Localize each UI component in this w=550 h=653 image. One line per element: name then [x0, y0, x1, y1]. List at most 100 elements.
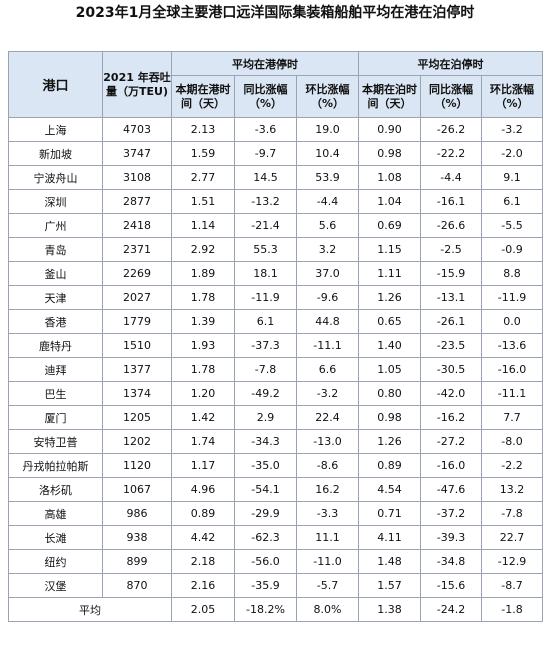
port-mom-cell: 5.6: [295, 213, 360, 238]
port-yoy-cell: -3.6: [234, 117, 297, 142]
berth-time-cell: 4.54: [358, 477, 422, 502]
port-name-cell: 厦门: [8, 405, 103, 430]
berth-yoy-cell: -39.3: [420, 525, 483, 550]
port-mom-cell: -13.0: [295, 429, 360, 454]
average-berth-mom-cell: -1.8: [481, 597, 544, 622]
port-time-cell: 0.89: [171, 501, 235, 526]
header-group-berth-time: 平均在泊停时: [358, 51, 544, 76]
port-yoy-cell: -56.0: [234, 549, 297, 574]
berth-mom-cell: -16.0: [481, 357, 544, 382]
berth-mom-cell: 6.1: [481, 189, 544, 214]
port-mom-cell: -5.7: [295, 573, 360, 598]
port-time-cell: 1.59: [171, 141, 235, 166]
port-yoy-cell: 2.9: [234, 405, 297, 430]
berth-time-cell: 0.98: [358, 141, 422, 166]
table-row: 新加坡 3747 1.59 -9.7 10.4 0.98 -22.2 -2.0: [8, 141, 544, 166]
teu-value-cell: 2418: [102, 213, 172, 238]
berth-yoy-cell: -2.5: [420, 237, 483, 262]
port-name-cell: 青岛: [8, 237, 103, 262]
table-row: 广州 2418 1.14 -21.4 5.6 0.69 -26.6 -5.5: [8, 213, 544, 238]
header-berth-yoy: 同比涨幅（%）: [420, 75, 483, 118]
average-port-yoy-cell: -18.2%: [234, 597, 297, 622]
berth-yoy-cell: -16.2: [420, 405, 483, 430]
berth-yoy-cell: -37.2: [420, 501, 483, 526]
table-row: 巴生 1374 1.20 -49.2 -3.2 0.80 -42.0 -11.1: [8, 381, 544, 406]
port-yoy-cell: -29.9: [234, 501, 297, 526]
port-yoy-cell: -54.1: [234, 477, 297, 502]
berth-yoy-cell: -30.5: [420, 357, 483, 382]
berth-time-cell: 1.05: [358, 357, 422, 382]
average-berth-time-cell: 1.38: [358, 597, 422, 622]
header-port-yoy: 同比涨幅（%）: [234, 75, 297, 118]
table-body: 上海 4703 2.13 -3.6 19.0 0.90 -26.2 -3.2 新加坡 3747 1.…: [8, 117, 544, 622]
berth-time-cell: 0.90: [358, 117, 422, 142]
port-time-cell: 1.14: [171, 213, 235, 238]
teu-value-cell: 1779: [102, 309, 172, 334]
port-mom-cell: 3.2: [295, 237, 360, 262]
teu-value-cell: 1205: [102, 405, 172, 430]
berth-mom-cell: 22.7: [481, 525, 544, 550]
port-name-cell: 巴生: [8, 381, 103, 406]
port-yoy-cell: -35.0: [234, 453, 297, 478]
berth-mom-cell: -0.9: [481, 237, 544, 262]
port-mom-cell: 19.0: [295, 117, 360, 142]
header-port-mom: 环比涨幅（%）: [295, 75, 360, 118]
port-yoy-cell: -35.9: [234, 573, 297, 598]
teu-value-cell: 2877: [102, 189, 172, 214]
port-mom-cell: -11.1: [295, 333, 360, 358]
port-mom-cell: 53.9: [295, 165, 360, 190]
header-port: 港口: [8, 51, 103, 118]
berth-mom-cell: 7.7: [481, 405, 544, 430]
port-time-cell: 4.42: [171, 525, 235, 550]
port-name-cell: 上海: [8, 117, 103, 142]
berth-time-cell: 1.04: [358, 189, 422, 214]
page-title: 2023年1月全球主要港口远洋国际集装箱船舶平均在港在泊停时: [75, 5, 475, 21]
berth-mom-cell: -2.0: [481, 141, 544, 166]
port-mom-cell: 11.1: [295, 525, 360, 550]
teu-value-cell: 3747: [102, 141, 172, 166]
port-yoy-cell: -9.7: [234, 141, 297, 166]
port-name-cell: 天津: [8, 285, 103, 310]
port-mom-cell: 22.4: [295, 405, 360, 430]
port-time-cell: 1.51: [171, 189, 235, 214]
port-yoy-cell: 14.5: [234, 165, 297, 190]
berth-yoy-cell: -42.0: [420, 381, 483, 406]
port-mom-cell: 44.8: [295, 309, 360, 334]
port-name-cell: 迪拜: [8, 357, 103, 382]
port-time-cell: 4.96: [171, 477, 235, 502]
port-name-cell: 丹戎帕拉帕斯: [8, 453, 103, 478]
berth-mom-cell: -11.9: [481, 285, 544, 310]
port-mom-cell: -8.6: [295, 453, 360, 478]
header-group-port-time: 平均在港停时: [170, 51, 360, 76]
berth-yoy-cell: -16.1: [420, 189, 483, 214]
teu-value-cell: 938: [102, 525, 172, 550]
table-row: 安特卫普 1202 1.74 -34.3 -13.0 1.26 -27.2 -8.0: [8, 429, 544, 454]
port-time-cell: 2.13: [171, 117, 235, 142]
port-yoy-cell: -21.4: [234, 213, 297, 238]
port-time-cell: 1.20: [171, 381, 235, 406]
port-name-cell: 洛杉矶: [8, 477, 103, 502]
table-row: 上海 4703 2.13 -3.6 19.0 0.90 -26.2 -3.2: [8, 117, 544, 142]
port-mom-cell: -9.6: [295, 285, 360, 310]
port-time-cell: 2.16: [171, 573, 235, 598]
berth-time-cell: 1.26: [358, 429, 422, 454]
berth-mom-cell: -13.6: [481, 333, 544, 358]
port-name-cell: 广州: [8, 213, 103, 238]
average-port-mom-cell: 8.0%: [295, 597, 360, 622]
port-time-cell: 1.78: [171, 357, 235, 382]
table-row: 宁波舟山 3108 2.77 14.5 53.9 1.08 -4.4 9.1: [8, 165, 544, 190]
port-yoy-cell: -37.3: [234, 333, 297, 358]
berth-time-cell: 1.57: [358, 573, 422, 598]
port-yoy-cell: 55.3: [234, 237, 297, 262]
table-row: 汉堡 870 2.16 -35.9 -5.7 1.57 -15.6 -8.7: [8, 573, 544, 598]
header-period-berth: 本期在泊时间（天）: [358, 75, 422, 118]
berth-time-cell: 1.48: [358, 549, 422, 574]
port-yoy-cell: -34.3: [234, 429, 297, 454]
teu-value-cell: 1067: [102, 477, 172, 502]
port-time-cell: 1.74: [171, 429, 235, 454]
berth-time-cell: 1.08: [358, 165, 422, 190]
port-yoy-cell: -49.2: [234, 381, 297, 406]
berth-mom-cell: 8.8: [481, 261, 544, 286]
port-stats-table: 港口 2021 年吞吐量（万TEU) 平均在港停时 平均在泊停时 本期在港时间（…: [8, 51, 544, 622]
berth-yoy-cell: -26.2: [420, 117, 483, 142]
